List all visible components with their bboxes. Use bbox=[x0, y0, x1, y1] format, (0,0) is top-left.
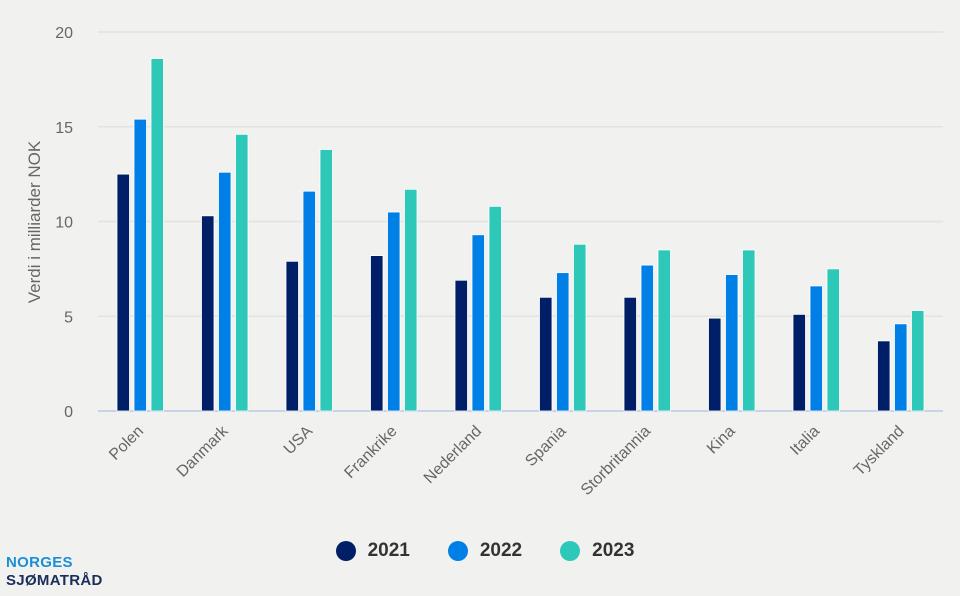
bar-2022-USA[interactable] bbox=[302, 190, 316, 412]
bar-2022-Danmark[interactable] bbox=[218, 171, 232, 412]
legend-label: 2021 bbox=[367, 540, 410, 561]
legend-label: 2022 bbox=[479, 540, 523, 561]
bar-2022-Kina[interactable] bbox=[725, 274, 739, 412]
bar-2021-Polen[interactable] bbox=[116, 173, 130, 412]
x-tick-label: Spania bbox=[522, 423, 569, 470]
bar-2021-USA[interactable] bbox=[285, 260, 299, 412]
x-tick-label: Nederland bbox=[421, 423, 485, 487]
bar-2021-Storbritannia[interactable] bbox=[623, 296, 637, 412]
bar-2023-Spania[interactable] bbox=[573, 243, 587, 412]
y-tick-label: 20 bbox=[55, 25, 73, 42]
legend-marker bbox=[560, 541, 581, 561]
bar-2022-Spania[interactable] bbox=[556, 272, 570, 412]
bar-2022-Italia[interactable] bbox=[809, 285, 823, 412]
bar-2023-Polen[interactable] bbox=[150, 58, 164, 412]
bar-2021-Kina[interactable] bbox=[708, 317, 722, 412]
bar-2023-Storbritannia[interactable] bbox=[657, 249, 671, 412]
x-tick-label: Tyskland bbox=[851, 423, 908, 480]
bar-2023-Italia[interactable] bbox=[826, 268, 840, 412]
bar-2022-Tyskland[interactable] bbox=[894, 323, 908, 412]
bar-2021-Frankrike[interactable] bbox=[370, 255, 384, 412]
x-tick-label: Storbritannia bbox=[578, 423, 654, 499]
bar-2021-Nederland[interactable] bbox=[454, 279, 468, 412]
bar-2023-Frankrike[interactable] bbox=[404, 188, 418, 412]
legend-marker bbox=[447, 541, 468, 561]
x-tick-label: Italia bbox=[787, 423, 823, 459]
bar-2022-Polen[interactable] bbox=[133, 118, 147, 412]
bar-2022-Storbritannia[interactable] bbox=[640, 264, 654, 412]
x-tick-label: Kina bbox=[704, 423, 739, 458]
bar-2021-Spania[interactable] bbox=[539, 296, 553, 412]
x-tick-label: USA bbox=[281, 423, 317, 459]
bar-2023-Kina[interactable] bbox=[742, 249, 756, 412]
legend-item-2023[interactable]: 2023 bbox=[560, 540, 634, 562]
bar-2022-Frankrike[interactable] bbox=[387, 211, 401, 412]
bar-2023-Tyskland[interactable] bbox=[911, 310, 925, 412]
y-tick-label: 0 bbox=[64, 404, 73, 421]
logo-line-2: SJØMATRÅD bbox=[6, 572, 103, 589]
bar-2021-Italia[interactable] bbox=[792, 313, 806, 412]
x-tick-label: Polen bbox=[106, 423, 147, 464]
logo: NORGES SJØMATRÅD bbox=[6, 554, 103, 590]
bar-2023-USA[interactable] bbox=[319, 149, 333, 412]
x-tick-label: Frankrike bbox=[341, 423, 400, 482]
bar-2021-Tyskland[interactable] bbox=[877, 340, 891, 412]
x-tick-label: Danmark bbox=[174, 422, 233, 481]
legend-marker bbox=[335, 541, 356, 561]
legend: 2021 2022 2023 bbox=[0, 540, 960, 562]
legend-item-2021[interactable]: 2021 bbox=[335, 540, 410, 562]
legend-label: 2023 bbox=[592, 540, 635, 561]
y-tick-label: 15 bbox=[55, 120, 73, 137]
legend-item-2022[interactable]: 2022 bbox=[447, 540, 523, 562]
bar-2023-Nederland[interactable] bbox=[488, 205, 502, 412]
bar-2021-Danmark[interactable] bbox=[201, 215, 215, 412]
y-tick-label: 10 bbox=[55, 215, 73, 232]
logo-line-1: NORGES bbox=[6, 554, 73, 571]
bar-2022-Nederland[interactable] bbox=[471, 234, 485, 412]
y-axis-label: Verdi i milliarder NOK bbox=[25, 140, 44, 303]
y-tick-label: 5 bbox=[64, 309, 73, 326]
bar-2023-Danmark[interactable] bbox=[235, 133, 249, 412]
